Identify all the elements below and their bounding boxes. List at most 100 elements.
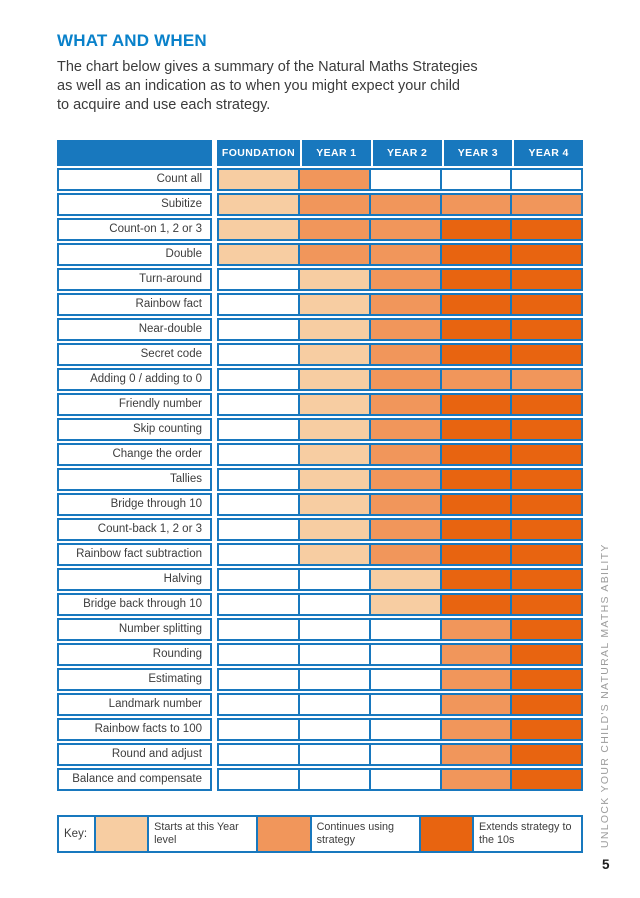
strategy-cell-continues <box>368 193 442 216</box>
strategy-cell-starts <box>368 593 442 616</box>
strategy-cell-extends <box>510 618 583 641</box>
intro-line: The chart below gives a summary of the N… <box>57 59 478 75</box>
strategy-cell-none <box>217 643 300 666</box>
strategy-cell-extends <box>510 718 583 741</box>
strategy-cell-extends <box>439 543 513 566</box>
strategy-cell-starts <box>368 568 442 591</box>
strategy-cell-starts <box>298 368 371 391</box>
strategy-cell-none <box>298 593 371 616</box>
strategy-cell-extends <box>510 593 583 616</box>
strategy-cell-none <box>298 743 371 766</box>
legend: Key: Starts at this Year level Continues … <box>57 815 583 853</box>
strategy-cell-none <box>368 743 442 766</box>
strategy-cell-none <box>217 293 300 316</box>
row-cells <box>217 268 583 291</box>
strategy-cell-extends <box>510 643 583 666</box>
legend-swatch-extends <box>418 815 475 853</box>
strategy-cell-none <box>217 693 300 716</box>
row-label: Tallies <box>57 468 212 491</box>
strategy-cell-extends <box>439 393 513 416</box>
strategy-cell-none <box>217 543 300 566</box>
row-cells <box>217 218 583 241</box>
table-row: Bridge through 10 <box>57 493 583 516</box>
strategy-cell-none <box>298 768 371 791</box>
row-label: Estimating <box>57 668 212 691</box>
strategy-cell-continues <box>368 518 442 541</box>
strategy-cell-none <box>217 493 300 516</box>
strategy-cell-extends <box>510 268 583 291</box>
row-label: Near-double <box>57 318 212 341</box>
row-label: Subitize <box>57 193 212 216</box>
strategy-cell-starts <box>217 243 300 266</box>
row-label: Double <box>57 243 212 266</box>
row-label: Rainbow fact <box>57 293 212 316</box>
row-cells <box>217 343 583 366</box>
strategy-cell-starts <box>217 168 300 191</box>
strategy-cell-continues <box>510 193 583 216</box>
legend-label: Starts at this Year level <box>147 815 259 853</box>
table-row: Rainbow facts to 100 <box>57 718 583 741</box>
strategy-cell-extends <box>510 493 583 516</box>
row-label: Rainbow facts to 100 <box>57 718 212 741</box>
row-label: Rounding <box>57 643 212 666</box>
strategy-cell-extends <box>439 318 513 341</box>
strategy-cell-continues <box>298 168 371 191</box>
strategy-cell-none <box>217 718 300 741</box>
strategy-cell-continues <box>439 718 513 741</box>
strategy-cell-extends <box>510 743 583 766</box>
strategy-cell-extends <box>510 768 583 791</box>
table-row: Turn-around <box>57 268 583 291</box>
strategy-cell-continues <box>368 293 442 316</box>
strategy-cell-none <box>217 443 300 466</box>
row-label: Round and adjust <box>57 743 212 766</box>
table-row: Halving <box>57 568 583 591</box>
strategy-cell-extends <box>510 343 583 366</box>
strategy-cell-continues <box>368 268 442 291</box>
strategy-cell-none <box>217 343 300 366</box>
strategy-cell-none <box>298 643 371 666</box>
strategy-cell-extends <box>510 543 583 566</box>
table-row: Count-back 1, 2 or 3 <box>57 518 583 541</box>
row-label: Balance and compensate <box>57 768 212 791</box>
legend-label: Extends strategy to the 10s <box>472 815 583 853</box>
strategy-cell-none <box>368 768 442 791</box>
row-cells <box>217 418 583 441</box>
row-cells <box>217 668 583 691</box>
strategy-cell-extends <box>439 593 513 616</box>
strategy-cell-extends <box>439 418 513 441</box>
row-cells <box>217 468 583 491</box>
row-label: Adding 0 / adding to 0 <box>57 368 212 391</box>
strategy-cell-starts <box>298 443 371 466</box>
intro-text: The chart below gives a summary of the N… <box>57 58 478 115</box>
strategy-cell-extends <box>510 568 583 591</box>
column-header: YEAR 1 <box>300 140 371 166</box>
strategy-cell-continues <box>298 218 371 241</box>
row-cells <box>217 368 583 391</box>
strategy-cell-continues <box>368 318 442 341</box>
strategy-cell-extends <box>510 318 583 341</box>
row-cells <box>217 493 583 516</box>
strategy-cell-none <box>217 518 300 541</box>
row-label: Bridge back through 10 <box>57 593 212 616</box>
strategy-cell-starts <box>298 418 371 441</box>
row-cells <box>217 293 583 316</box>
strategy-cell-extends <box>510 393 583 416</box>
page-title: WHAT AND WHEN <box>57 31 207 50</box>
table-row: Adding 0 / adding to 0 <box>57 368 583 391</box>
strategy-cell-none <box>217 318 300 341</box>
strategy-cell-starts <box>217 193 300 216</box>
strategy-cell-none <box>368 643 442 666</box>
strategy-cell-starts <box>298 268 371 291</box>
strategy-cell-extends <box>439 343 513 366</box>
strategy-cell-continues <box>368 218 442 241</box>
table-header-row: FOUNDATION YEAR 1 YEAR 2 YEAR 3 YEAR 4 <box>57 140 583 166</box>
table-row: Round and adjust <box>57 743 583 766</box>
row-label: Secret code <box>57 343 212 366</box>
strategy-table: FOUNDATION YEAR 1 YEAR 2 YEAR 3 YEAR 4 Count… <box>57 140 583 791</box>
strategy-cell-none <box>298 568 371 591</box>
strategy-cell-extends <box>439 493 513 516</box>
strategy-cell-extends <box>510 518 583 541</box>
strategy-cell-continues <box>368 543 442 566</box>
strategy-cell-continues <box>510 368 583 391</box>
